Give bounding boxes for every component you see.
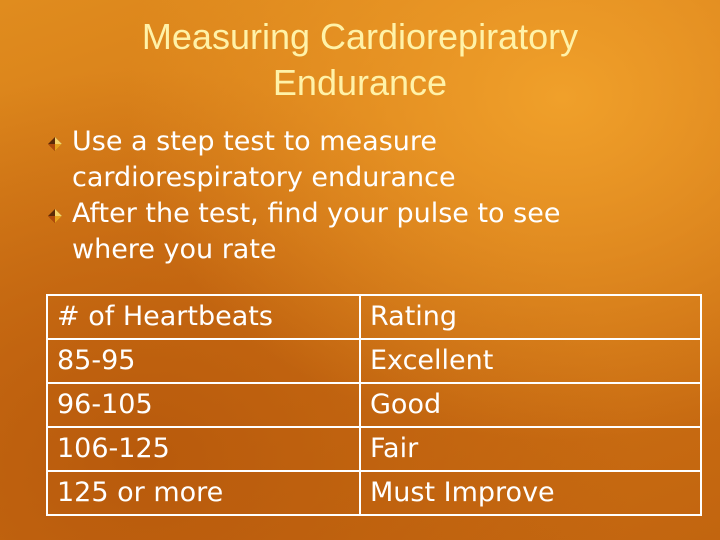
heartbeats-cell: 85-95 — [46, 338, 361, 384]
table-header-row: # of Heartbeats Rating — [46, 294, 702, 340]
table-row: 106-125 Fair — [46, 426, 702, 472]
bullet-2-line-2: where you rate — [72, 234, 277, 265]
heartbeats-cell: 125 or more — [46, 470, 361, 516]
heartbeats-cell: 106-125 — [46, 426, 361, 472]
bullet-1-line-2: cardiorespiratory endurance — [72, 162, 456, 193]
title-line-1: Measuring Cardiorepiratory — [141, 16, 579, 57]
rating-cell: Must Improve — [359, 470, 702, 516]
rating-cell: Excellent — [359, 338, 702, 384]
bullet-1-line-1: Use a step test to measure — [72, 126, 438, 157]
title-line-2: Endurance — [272, 62, 448, 103]
table-row: 85-95 Excellent — [46, 338, 702, 384]
bullet-item-1: Use a step test to measure cardiorespira… — [46, 124, 706, 196]
diamond-bullet-icon — [48, 137, 62, 151]
heartbeats-cell: 96-105 — [46, 382, 361, 428]
rating-cell: Fair — [359, 426, 702, 472]
header-heartbeats: # of Heartbeats — [46, 294, 361, 340]
bullet-2-line-1: After the test, find your pulse to see — [72, 198, 561, 229]
table-row: 96-105 Good — [46, 382, 702, 428]
rating-cell: Good — [359, 382, 702, 428]
diamond-bullet-icon — [48, 209, 62, 223]
header-rating: Rating — [359, 294, 702, 340]
slide-title: Measuring Cardiorepiratory Endurance — [60, 14, 660, 106]
bullet-list: Use a step test to measure cardiorespira… — [46, 124, 706, 268]
rating-table: # of Heartbeats Rating 85-95 Excellent 9… — [46, 294, 702, 516]
bullet-item-2: After the test, find your pulse to see w… — [46, 196, 706, 268]
table-row: 125 or more Must Improve — [46, 470, 702, 516]
